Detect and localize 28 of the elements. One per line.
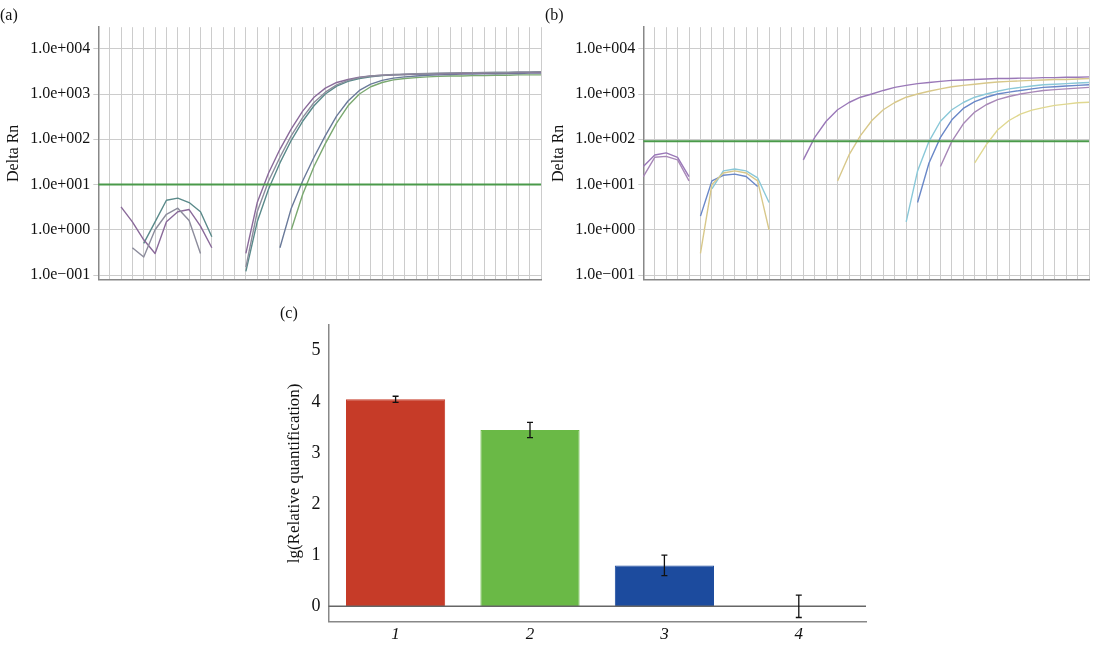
y-tick-label: 1.0e+002 xyxy=(30,129,91,147)
x-tick-label: 4 xyxy=(794,624,804,644)
y-tick-label: 0 xyxy=(311,595,321,615)
y-tick-label: 1.0e+004 xyxy=(30,38,91,56)
y-axis-title: Delta Rn xyxy=(3,124,21,182)
y-axis-title: lg(Relative quantification) xyxy=(283,383,303,564)
y-tick-label: 1.0e+003 xyxy=(30,84,91,102)
chart-title: (a) xyxy=(0,5,18,24)
chart-title: (b) xyxy=(545,5,564,24)
x-tick-label: 2 xyxy=(525,624,535,644)
y-tick-label: 1.0e+000 xyxy=(30,219,91,237)
y-tick-label: 4 xyxy=(311,390,321,411)
y-tick-label: 2 xyxy=(311,492,321,513)
y-tick-label: 1.0e+002 xyxy=(575,129,636,147)
y-tick-label: 1.0e+004 xyxy=(575,38,636,56)
y-tick-label: 1.0e+001 xyxy=(30,174,91,192)
y-tick-label: 5 xyxy=(311,339,321,360)
chart-title: (c) xyxy=(280,303,298,322)
y-tick-label: 1.0e−001 xyxy=(575,265,636,283)
y-tick-label: 1.0e+000 xyxy=(575,219,636,237)
x-tick-label: 3 xyxy=(659,624,669,644)
y-axis-title: Delta Rn xyxy=(548,124,566,182)
y-tick-label: 1.0e+001 xyxy=(575,174,636,192)
y-tick-label: 1.0e+003 xyxy=(575,84,636,102)
y-tick-label: 3 xyxy=(311,441,321,462)
x-tick-label: 1 xyxy=(391,624,400,644)
y-tick-label: 1 xyxy=(311,543,321,564)
y-tick-label: 1.0e−001 xyxy=(30,265,91,283)
